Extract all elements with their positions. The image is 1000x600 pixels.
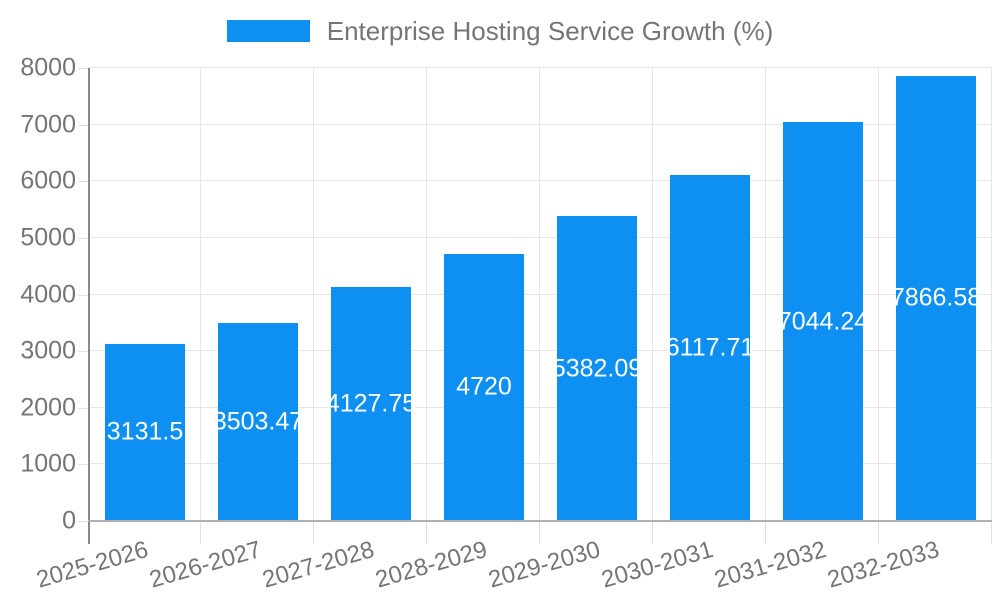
bar-value-label: 4720 xyxy=(456,372,512,401)
bar-value-label: 4127.75 xyxy=(325,389,417,418)
bar-2029-2030[interactable] xyxy=(557,216,637,521)
x-gridline xyxy=(765,68,766,521)
x-axis-tick xyxy=(200,521,201,544)
y-axis-tick xyxy=(78,125,88,126)
x-gridline xyxy=(200,68,201,521)
y-axis-tick-label: 5000 xyxy=(20,223,76,252)
y-gridline xyxy=(88,463,992,464)
bar-2025-2026[interactable] xyxy=(105,344,185,521)
x-axis-tick-label: 2025-2026 xyxy=(33,536,152,594)
bar-2031-2032[interactable] xyxy=(783,122,863,521)
y-axis-tick-label: 1000 xyxy=(20,449,76,478)
legend-label: Enterprise Hosting Service Growth (%) xyxy=(326,16,774,46)
y-axis-tick-label: 6000 xyxy=(20,166,76,195)
x-axis-tick-label: 2026-2027 xyxy=(146,536,265,594)
y-axis-tick-label: 3000 xyxy=(20,336,76,365)
x-axis-tick-label: 2032-2033 xyxy=(824,536,943,594)
y-axis-tick-label: 2000 xyxy=(20,393,76,422)
y-gridline xyxy=(88,294,992,295)
x-gridline xyxy=(991,68,992,521)
y-gridline xyxy=(88,407,992,408)
y-gridline xyxy=(88,180,992,181)
bar-value-label: 6117.71 xyxy=(665,333,755,362)
y-axis-tick xyxy=(78,408,88,409)
x-axis-tick xyxy=(313,521,314,544)
bar-2026-2027[interactable] xyxy=(218,323,298,521)
y-gridline xyxy=(88,67,992,68)
x-axis-tick xyxy=(652,521,653,544)
y-axis-line xyxy=(88,68,90,521)
y-axis-tick-label: 7000 xyxy=(20,110,76,139)
x-axis-tick-label: 2031-2032 xyxy=(711,536,830,594)
y-axis-tick-label: 0 xyxy=(62,506,76,535)
legend[interactable]: Enterprise Hosting Service Growth (%) xyxy=(0,16,1000,46)
bar-value-label: 3131.5 xyxy=(106,417,184,446)
bar-value-label: 5382.09 xyxy=(551,354,643,383)
bar-2032-2033[interactable] xyxy=(896,76,976,521)
x-gridline xyxy=(426,68,427,521)
bar-2030-2031[interactable] xyxy=(670,175,750,521)
x-axis-tick xyxy=(539,521,540,544)
bar-value-label: 3503.47 xyxy=(212,407,304,436)
y-axis-tick xyxy=(78,238,88,239)
x-gridline xyxy=(313,68,314,521)
y-axis-tick-label: 8000 xyxy=(20,53,76,82)
x-gridline xyxy=(878,68,879,521)
y-axis-tick xyxy=(78,464,88,465)
x-axis-tick-label: 2030-2031 xyxy=(598,536,717,594)
bar-value-label: 7866.58 xyxy=(890,283,982,312)
y-gridline xyxy=(88,124,992,125)
y-axis-tick xyxy=(78,68,88,69)
plot-area: 0 1000 2000 3000 4000 5000 6000 7000 8000 3131.5 2… xyxy=(20,54,992,594)
x-axis-tick-label: 2028-2029 xyxy=(372,536,491,594)
y-axis-tick xyxy=(78,181,88,182)
y-gridline xyxy=(88,350,992,351)
x-gridline xyxy=(652,68,653,521)
x-axis-tick xyxy=(88,521,90,544)
y-axis-tick xyxy=(78,351,88,352)
bar-2028-2029[interactable] xyxy=(444,254,524,521)
x-axis-tick xyxy=(878,521,879,544)
x-axis-tick xyxy=(426,521,427,544)
x-axis-tick xyxy=(765,521,766,544)
x-axis-tick-label: 2029-2030 xyxy=(485,536,604,594)
y-gridline xyxy=(88,237,992,238)
legend-swatch xyxy=(226,20,310,42)
y-axis-tick-label: 4000 xyxy=(20,280,76,309)
x-axis-tick xyxy=(991,521,992,544)
bar-2027-2028[interactable] xyxy=(331,287,411,521)
x-gridline xyxy=(539,68,540,521)
x-axis-baseline xyxy=(88,520,992,522)
y-axis-tick xyxy=(78,295,88,296)
y-axis-tick xyxy=(78,521,88,522)
x-axis-tick-label: 2027-2028 xyxy=(259,536,378,594)
bar-value-label: 7044.24 xyxy=(777,307,869,336)
